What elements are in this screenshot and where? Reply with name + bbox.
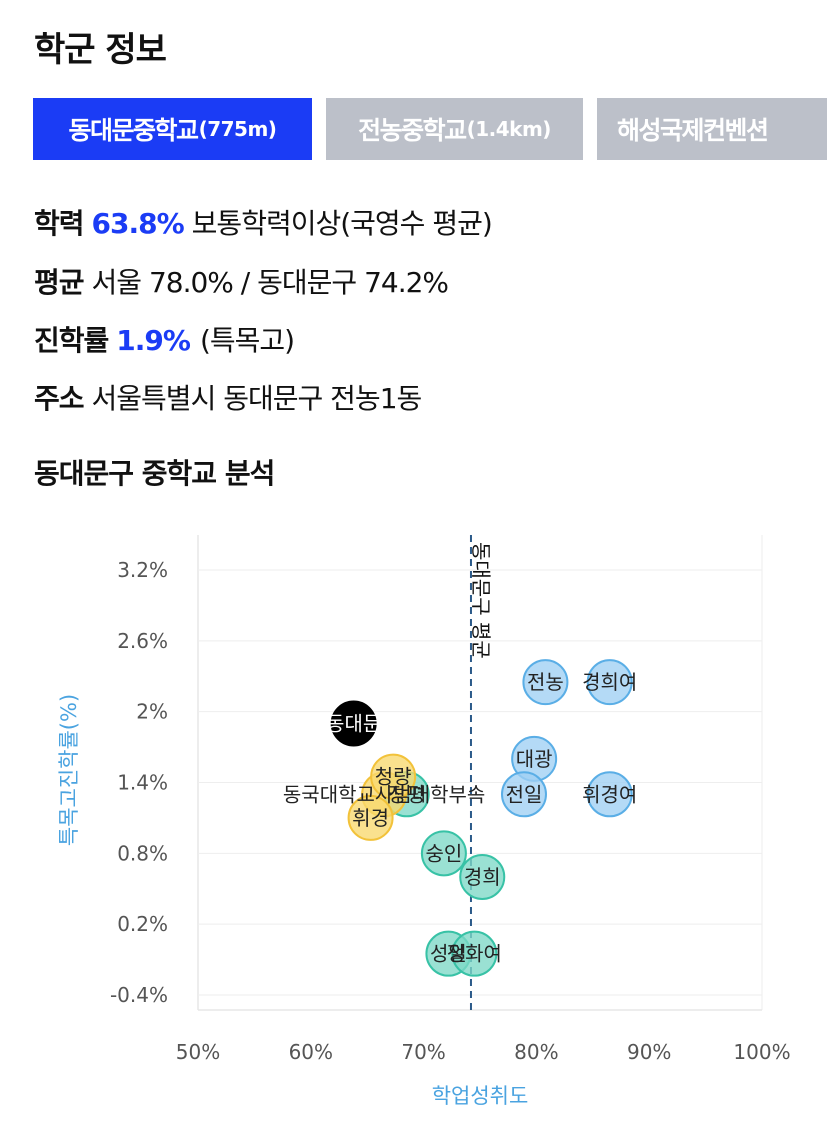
data-point-label: 경희여 xyxy=(582,670,637,694)
data-point-label: 전일 xyxy=(506,782,543,806)
tab-haeseong-international[interactable]: 해성국제컨벤션 xyxy=(597,98,827,160)
academic-desc: 보통학력이상(국영수 평균) xyxy=(191,207,493,240)
tab-label: 해성국제컨벤션 xyxy=(617,116,769,145)
x-tick-label: 80% xyxy=(514,1040,558,1064)
data-point-label: 동국대학교사범대학부속 xyxy=(283,782,485,806)
x-tick-label: 60% xyxy=(289,1040,333,1064)
address-label: 주소 xyxy=(34,382,85,415)
data-point-label: 대광 xyxy=(516,747,553,771)
x-tick-label: 70% xyxy=(401,1040,445,1064)
data-point-label: 청량 xyxy=(375,765,412,789)
tab-label: 전농중학교 xyxy=(358,116,467,145)
average-value: 서울 78.0% / 동대문구 74.2% xyxy=(91,266,449,299)
tab-jeonnong-middle[interactable]: 전농중학교 (1.4km) xyxy=(326,98,583,160)
info-average: 평균 서울 78.0% / 동대문구 74.2% xyxy=(34,261,449,301)
x-tick-label: 100% xyxy=(733,1040,790,1064)
x-tick-label: 50% xyxy=(176,1040,220,1064)
data-point xyxy=(586,771,633,818)
advancement-value: 1.9% xyxy=(116,324,191,357)
x-tick-label: 90% xyxy=(627,1040,671,1064)
data-point xyxy=(586,659,633,706)
data-point xyxy=(459,853,506,900)
academic-value: 63.8% xyxy=(91,207,185,240)
data-point xyxy=(500,771,547,818)
data-point-label: 숭인 xyxy=(425,841,462,865)
data-point xyxy=(451,930,498,977)
data-point-label: 성일 xyxy=(430,942,467,966)
analysis-title: 동대문구 중학교 분석 xyxy=(34,457,275,490)
y-tick-label: 0.2% xyxy=(117,912,168,936)
y-tick-label: -0.4% xyxy=(110,983,168,1007)
school-tabs: 동대문중학교 (775m) 전농중학교 (1.4km) 해성국제컨벤션 xyxy=(33,98,827,160)
data-point-label: 휘경 xyxy=(352,806,389,830)
x-axis-title: 학업성취도 xyxy=(432,1084,529,1108)
tab-distance: (1.4km) xyxy=(466,117,552,141)
tab-dongdaemun-middle[interactable]: 동대문중학교 (775m) xyxy=(33,98,312,160)
y-tick-label: 2% xyxy=(136,700,168,724)
tab-distance: (775m) xyxy=(198,117,277,141)
page-title: 학군 정보 xyxy=(34,30,167,70)
data-point xyxy=(330,700,377,747)
y-tick-label: 2.6% xyxy=(117,629,168,653)
average-label: 평균 xyxy=(34,266,85,299)
advancement-label: 진학률 xyxy=(34,324,109,357)
info-academic: 학력 63.8% 보통학력이상(국영수 평균) xyxy=(34,202,493,242)
y-tick-label: 1.4% xyxy=(117,771,168,795)
data-point xyxy=(522,659,569,706)
info-address: 주소 서울특별시 동대문구 전농1동 xyxy=(34,377,423,417)
data-point-label: 동대문 xyxy=(326,711,381,735)
data-point xyxy=(347,794,394,841)
advancement-desc: (특목고) xyxy=(199,324,295,357)
tab-label: 동대문중학교 xyxy=(68,116,200,145)
academic-label: 학력 xyxy=(34,207,85,240)
average-reference-label: 동대문구 평균 xyxy=(469,542,493,659)
data-point-label: 휘경여 xyxy=(582,782,637,806)
data-point-label: 경희 xyxy=(464,865,501,889)
y-tick-label: 0.8% xyxy=(117,841,168,865)
address-value: 서울특별시 동대문구 전농1동 xyxy=(91,382,423,415)
data-point-label: 정화여 xyxy=(447,942,502,966)
y-tick-label: 3.2% xyxy=(117,558,168,582)
y-axis-title: 특목고진학률(%) xyxy=(57,694,81,846)
info-advancement: 진학률 1.9% (특목고) xyxy=(34,319,295,359)
data-point xyxy=(420,830,467,877)
data-point-label: 전농 xyxy=(527,670,564,694)
data-point-label: 장평 xyxy=(388,782,425,806)
data-point xyxy=(370,753,417,800)
